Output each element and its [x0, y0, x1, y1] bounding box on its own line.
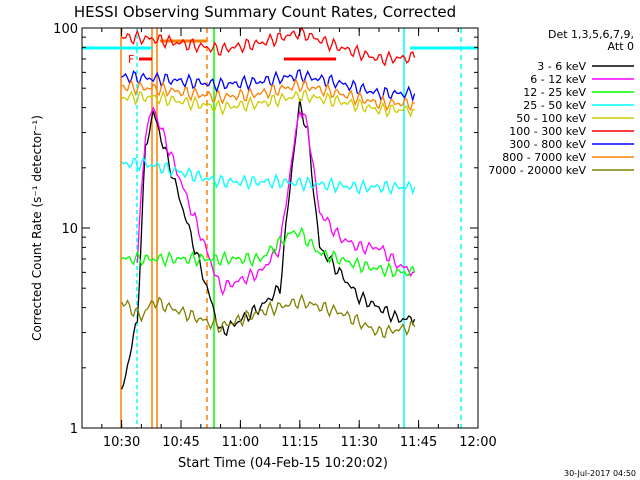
legend-header-line2: Att 0 [608, 40, 634, 53]
series-line [121, 293, 416, 339]
legend-entry-label: 3 - 6 keV [537, 60, 586, 73]
legend-entry-label: 12 - 25 keV [523, 86, 586, 99]
series-line [121, 26, 416, 67]
legend-entry-label: 300 - 800 keV [509, 138, 586, 151]
x-tick-label: 10:30 [103, 435, 140, 450]
series-line [121, 77, 415, 112]
series-lines [120, 26, 416, 390]
timestamp: 30-Jul-2017 04:50 [564, 469, 636, 478]
legend-entry-label: 100 - 300 keV [509, 125, 586, 138]
legend-entry-label: 25 - 50 keV [523, 99, 586, 112]
series-line [121, 89, 415, 118]
x-tick-label: 11:00 [222, 435, 259, 450]
x-tick-label: 12:00 [459, 435, 496, 450]
chart-title: HESSI Observing Summary Count Rates, Cor… [74, 3, 456, 21]
legend-entry-label: 50 - 100 keV [516, 112, 586, 125]
flag-label: F [128, 53, 134, 66]
x-tick-label: 11:30 [340, 435, 377, 450]
series-line [121, 226, 416, 278]
legend-entry-label: 6 - 12 keV [530, 73, 586, 86]
legend-header-line1: Det 1,3,5,6,7,9, [548, 28, 634, 41]
series-line [121, 156, 416, 196]
y-tick-label: 1 [70, 422, 78, 437]
legend-entry-label: 7000 - 20000 keV [488, 164, 586, 177]
y-axis-label: Corrected Count Rate (s⁻¹ detector⁻¹) [30, 115, 44, 341]
axis-ticks: 10:30 10:45 11:00 11:15 11:30 11:45 12:00 1 10 10… [53, 22, 497, 450]
legend-entry-label: 800 - 7000 keV [502, 151, 586, 164]
x-axis-label: Start Time (04-Feb-15 10:20:02) [178, 456, 388, 471]
x-tick-label: 11:15 [281, 435, 318, 450]
series-line [136, 106, 415, 297]
y-tick-label: 100 [53, 22, 78, 37]
series-line [121, 68, 416, 103]
x-tick-label: 11:45 [400, 435, 437, 450]
x-tick-label: 10:45 [162, 435, 199, 450]
y-tick-label: 10 [61, 222, 78, 237]
